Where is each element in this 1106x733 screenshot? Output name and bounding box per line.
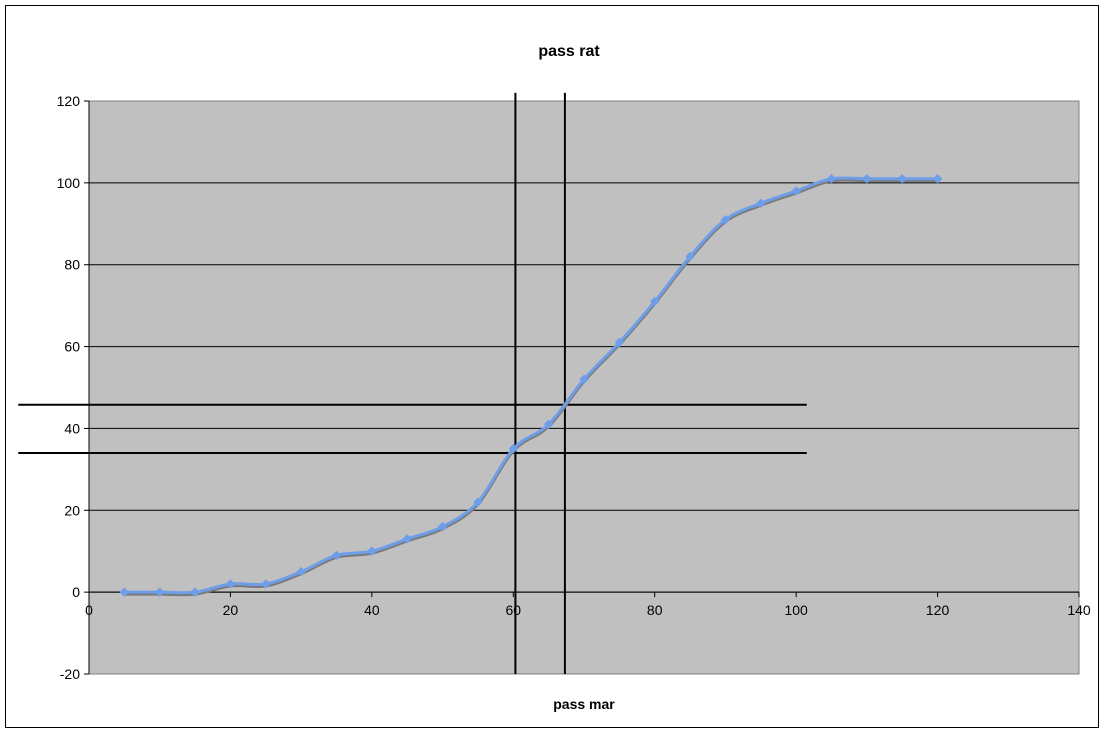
data-point: [437, 521, 448, 532]
chart-title: pass rat: [538, 43, 600, 60]
data-point: [897, 173, 908, 184]
chart-frame: pass rat -20 0 20 40 60 80 100 120 0 20 40 60 80 100 1…: [5, 5, 1099, 728]
data-point: [579, 374, 589, 385]
data-point: [154, 587, 165, 597]
series: [119, 173, 943, 597]
data-point: [119, 587, 130, 597]
x-tick-label: 0: [85, 602, 93, 618]
data-point: [685, 251, 695, 262]
data-point: [331, 550, 342, 561]
y-tick-label: 20: [64, 502, 80, 518]
data-point: [225, 579, 236, 589]
data-point: [473, 497, 483, 507]
x-tick-label: 80: [647, 602, 663, 618]
data-point: [649, 296, 660, 307]
y-tick-label: 0: [72, 584, 80, 600]
y-tick-label: 40: [64, 420, 80, 436]
x-tick-label: 100: [784, 602, 808, 618]
x-tick-label: 20: [223, 602, 239, 618]
x-axis-title: pass mar: [553, 696, 615, 712]
y-tick-label: -20: [60, 666, 80, 682]
data-point: [932, 173, 943, 184]
data-point: [791, 186, 801, 196]
line-chart: pass rat -20 0 20 40 60 80 100 120 0 20 40 60 80 100 1…: [18, 43, 1091, 712]
y-tick-label: 60: [64, 339, 80, 355]
data-point: [543, 419, 554, 430]
y-tick-label: 80: [64, 257, 80, 273]
y-tick-label: 100: [57, 175, 81, 191]
data-point: [508, 444, 519, 454]
data-point: [826, 173, 837, 184]
y-tick-label: 120: [57, 93, 81, 109]
data-point: [862, 173, 872, 184]
x-tick-label: 140: [1067, 602, 1091, 618]
data-point: [402, 534, 413, 544]
data-point: [367, 546, 377, 557]
data-point: [190, 587, 200, 597]
data-point: [755, 198, 766, 209]
tick-labels: -20 0 20 40 60 80 100 120 0 20 40 60 80 100 120 140: [57, 93, 1091, 682]
data-point: [614, 337, 625, 348]
data-point: [720, 214, 731, 225]
data-point: [296, 566, 306, 577]
data-point: [260, 579, 271, 589]
x-tick-label: 120: [926, 602, 950, 618]
x-tick-label: 40: [364, 602, 380, 618]
axes: [84, 100, 1080, 675]
plot-area: [88, 100, 1080, 675]
x-tick-label: 60: [505, 602, 521, 618]
reference-lines: [18, 92, 807, 674]
